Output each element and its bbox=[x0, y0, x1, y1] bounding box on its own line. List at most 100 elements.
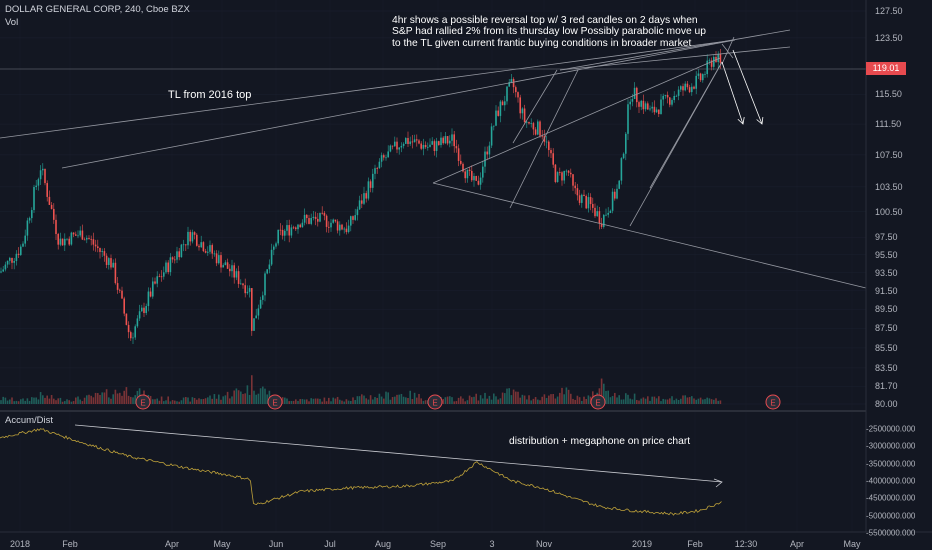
candle-body bbox=[440, 137, 442, 146]
candle-body bbox=[180, 244, 183, 258]
volume-bar bbox=[233, 390, 235, 404]
candle-body bbox=[264, 273, 266, 296]
candle-body bbox=[185, 244, 187, 246]
chart-title[interactable]: DOLLAR GENERAL CORP, 240, Cboe BZX bbox=[5, 4, 190, 15]
candle-body bbox=[473, 176, 475, 181]
candle-body bbox=[160, 276, 163, 278]
candle-body bbox=[178, 251, 180, 258]
annotation-distribution-note[interactable]: distribution + megaphone on price chart bbox=[509, 436, 691, 447]
accum-tick-label: -2500000.000 bbox=[866, 424, 916, 434]
volume-bar bbox=[226, 391, 229, 404]
volume-bar bbox=[451, 397, 453, 404]
earnings-badge[interactable]: E bbox=[765, 394, 781, 410]
channel-upper bbox=[559, 29, 791, 71]
candle-body bbox=[695, 75, 697, 89]
volume-bar bbox=[380, 396, 383, 404]
volume-bar bbox=[35, 397, 37, 404]
candle-body bbox=[312, 216, 315, 218]
volume-bar bbox=[284, 397, 286, 404]
candle-body bbox=[717, 54, 719, 63]
volume-bar bbox=[530, 400, 532, 404]
volume-bar bbox=[70, 401, 73, 404]
earnings-badge[interactable]: E bbox=[427, 394, 443, 410]
accum-dist-legend[interactable]: Accum/Dist bbox=[5, 415, 54, 426]
candle-body bbox=[358, 200, 361, 210]
volume-bar bbox=[471, 397, 473, 404]
candle-body bbox=[585, 196, 587, 209]
volume-bar bbox=[543, 394, 546, 404]
volume-bar bbox=[169, 401, 172, 404]
channel-mid bbox=[559, 46, 791, 71]
volume-bar bbox=[202, 399, 205, 404]
volume-bar bbox=[59, 397, 62, 404]
price-tick-label: 97.50 bbox=[875, 232, 898, 243]
candle-body bbox=[460, 160, 462, 164]
price-tick-label: 93.50 bbox=[875, 267, 898, 278]
candle-body bbox=[114, 262, 117, 284]
volume-bar bbox=[418, 393, 420, 404]
volume-bar bbox=[717, 400, 719, 404]
earnings-badge[interactable]: E bbox=[135, 394, 151, 410]
trendline-drawings bbox=[0, 29, 867, 488]
volume-bar bbox=[354, 400, 356, 404]
earnings-badge[interactable]: E bbox=[267, 394, 283, 410]
volume-bar bbox=[495, 396, 497, 404]
candle-body bbox=[356, 209, 359, 216]
volume-bar bbox=[545, 398, 548, 404]
earnings-badge[interactable]: E bbox=[590, 394, 606, 410]
volume-bar bbox=[446, 396, 449, 404]
candle-body bbox=[631, 99, 634, 102]
time-tick-label: Jul bbox=[324, 539, 336, 549]
candle-body bbox=[171, 257, 174, 260]
candle-body bbox=[409, 141, 411, 144]
accum-tick-label: -3000000.000 bbox=[866, 441, 916, 451]
volume-bar bbox=[352, 397, 354, 404]
candle-body bbox=[653, 106, 656, 113]
volume-bar bbox=[303, 399, 306, 404]
candle-body bbox=[246, 291, 249, 294]
projection-arrow bbox=[721, 61, 744, 125]
candle-body bbox=[347, 225, 350, 233]
volume-bar bbox=[424, 400, 427, 404]
volume-bar bbox=[332, 397, 334, 404]
candle-body bbox=[466, 169, 469, 179]
candle-body bbox=[367, 181, 370, 199]
candle-body bbox=[110, 258, 112, 268]
volume-bar bbox=[605, 390, 607, 404]
current-price-badge: 119.01 bbox=[866, 62, 906, 75]
candle-body bbox=[677, 89, 680, 96]
volume-bar bbox=[171, 400, 174, 404]
candle-body bbox=[22, 243, 24, 247]
candle-body bbox=[306, 214, 308, 219]
candle-body bbox=[66, 238, 68, 240]
volume-bar bbox=[532, 398, 535, 404]
volume-bar bbox=[264, 388, 266, 404]
candle-body bbox=[407, 138, 409, 144]
candle-body bbox=[449, 140, 451, 144]
candle-body bbox=[328, 226, 330, 228]
volume-bar bbox=[39, 392, 42, 404]
annotation-tl-note[interactable]: TL from 2016 top bbox=[168, 89, 252, 101]
volume-bar bbox=[515, 391, 517, 404]
candle-body bbox=[279, 229, 282, 231]
candle-body bbox=[149, 291, 152, 297]
candle-body bbox=[620, 158, 623, 181]
price-tick-label: 123.50 bbox=[875, 32, 903, 43]
candle-body bbox=[64, 238, 66, 246]
volume-bar bbox=[81, 401, 84, 404]
candle-body bbox=[385, 157, 387, 159]
annotation-reversal-note[interactable]: 4hr shows a possible reversal top w/ 3 r… bbox=[392, 15, 707, 49]
price-tick-label: 91.50 bbox=[875, 285, 898, 296]
volume-bar bbox=[6, 400, 9, 404]
volume-bar bbox=[246, 385, 249, 404]
volume-bar bbox=[330, 401, 332, 404]
volume-bar bbox=[609, 397, 612, 404]
volume-bar bbox=[468, 395, 471, 404]
candle-body bbox=[70, 232, 73, 245]
volume-bar bbox=[603, 383, 605, 404]
volume-legend[interactable]: Vol bbox=[5, 17, 19, 28]
volume-bar bbox=[488, 395, 491, 404]
tl-2016-top bbox=[0, 39, 736, 139]
candle-body bbox=[13, 260, 15, 263]
